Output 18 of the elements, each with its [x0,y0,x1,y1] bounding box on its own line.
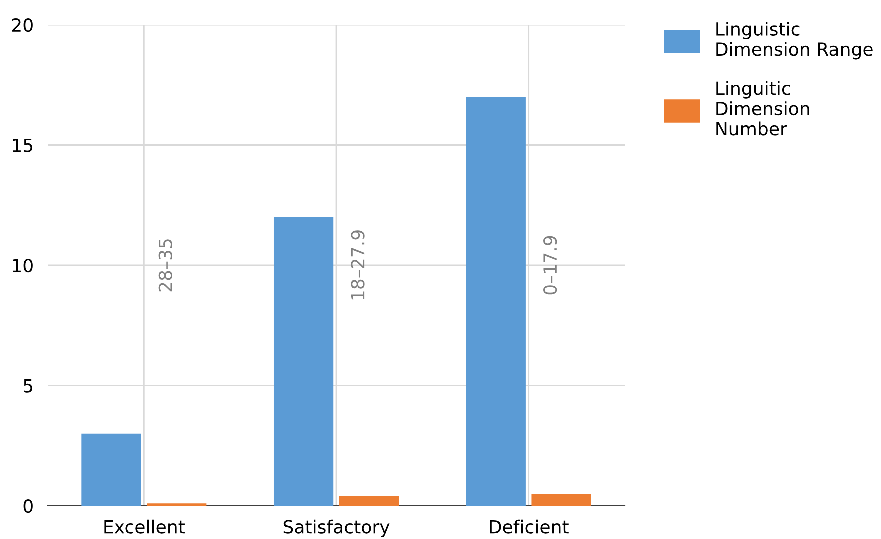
annotation: 0–17.9 [543,236,558,295]
annotation: 18–27.9 [351,230,365,300]
bar [274,217,334,506]
x-tick-label: Deficient [490,520,569,534]
y-tick-label: 15 [13,138,33,152]
y-tick-label: 10 [13,258,33,273]
bar [82,434,142,506]
y-tick-label: 20 [12,18,33,32]
bar [339,496,400,506]
y-tick-label: 5 [24,379,33,393]
annotation: 28–35 [158,240,172,292]
x-tick-label: Excellent [104,520,185,534]
legend-label: Linguitic Dimension Number [716,81,810,136]
bar [532,494,592,506]
legend-label: Linguistic Dimension Range [716,22,873,60]
y-tick-label: 0 [24,499,33,514]
x-tick-label: Satisfactory [284,520,390,538]
bar [466,97,526,506]
